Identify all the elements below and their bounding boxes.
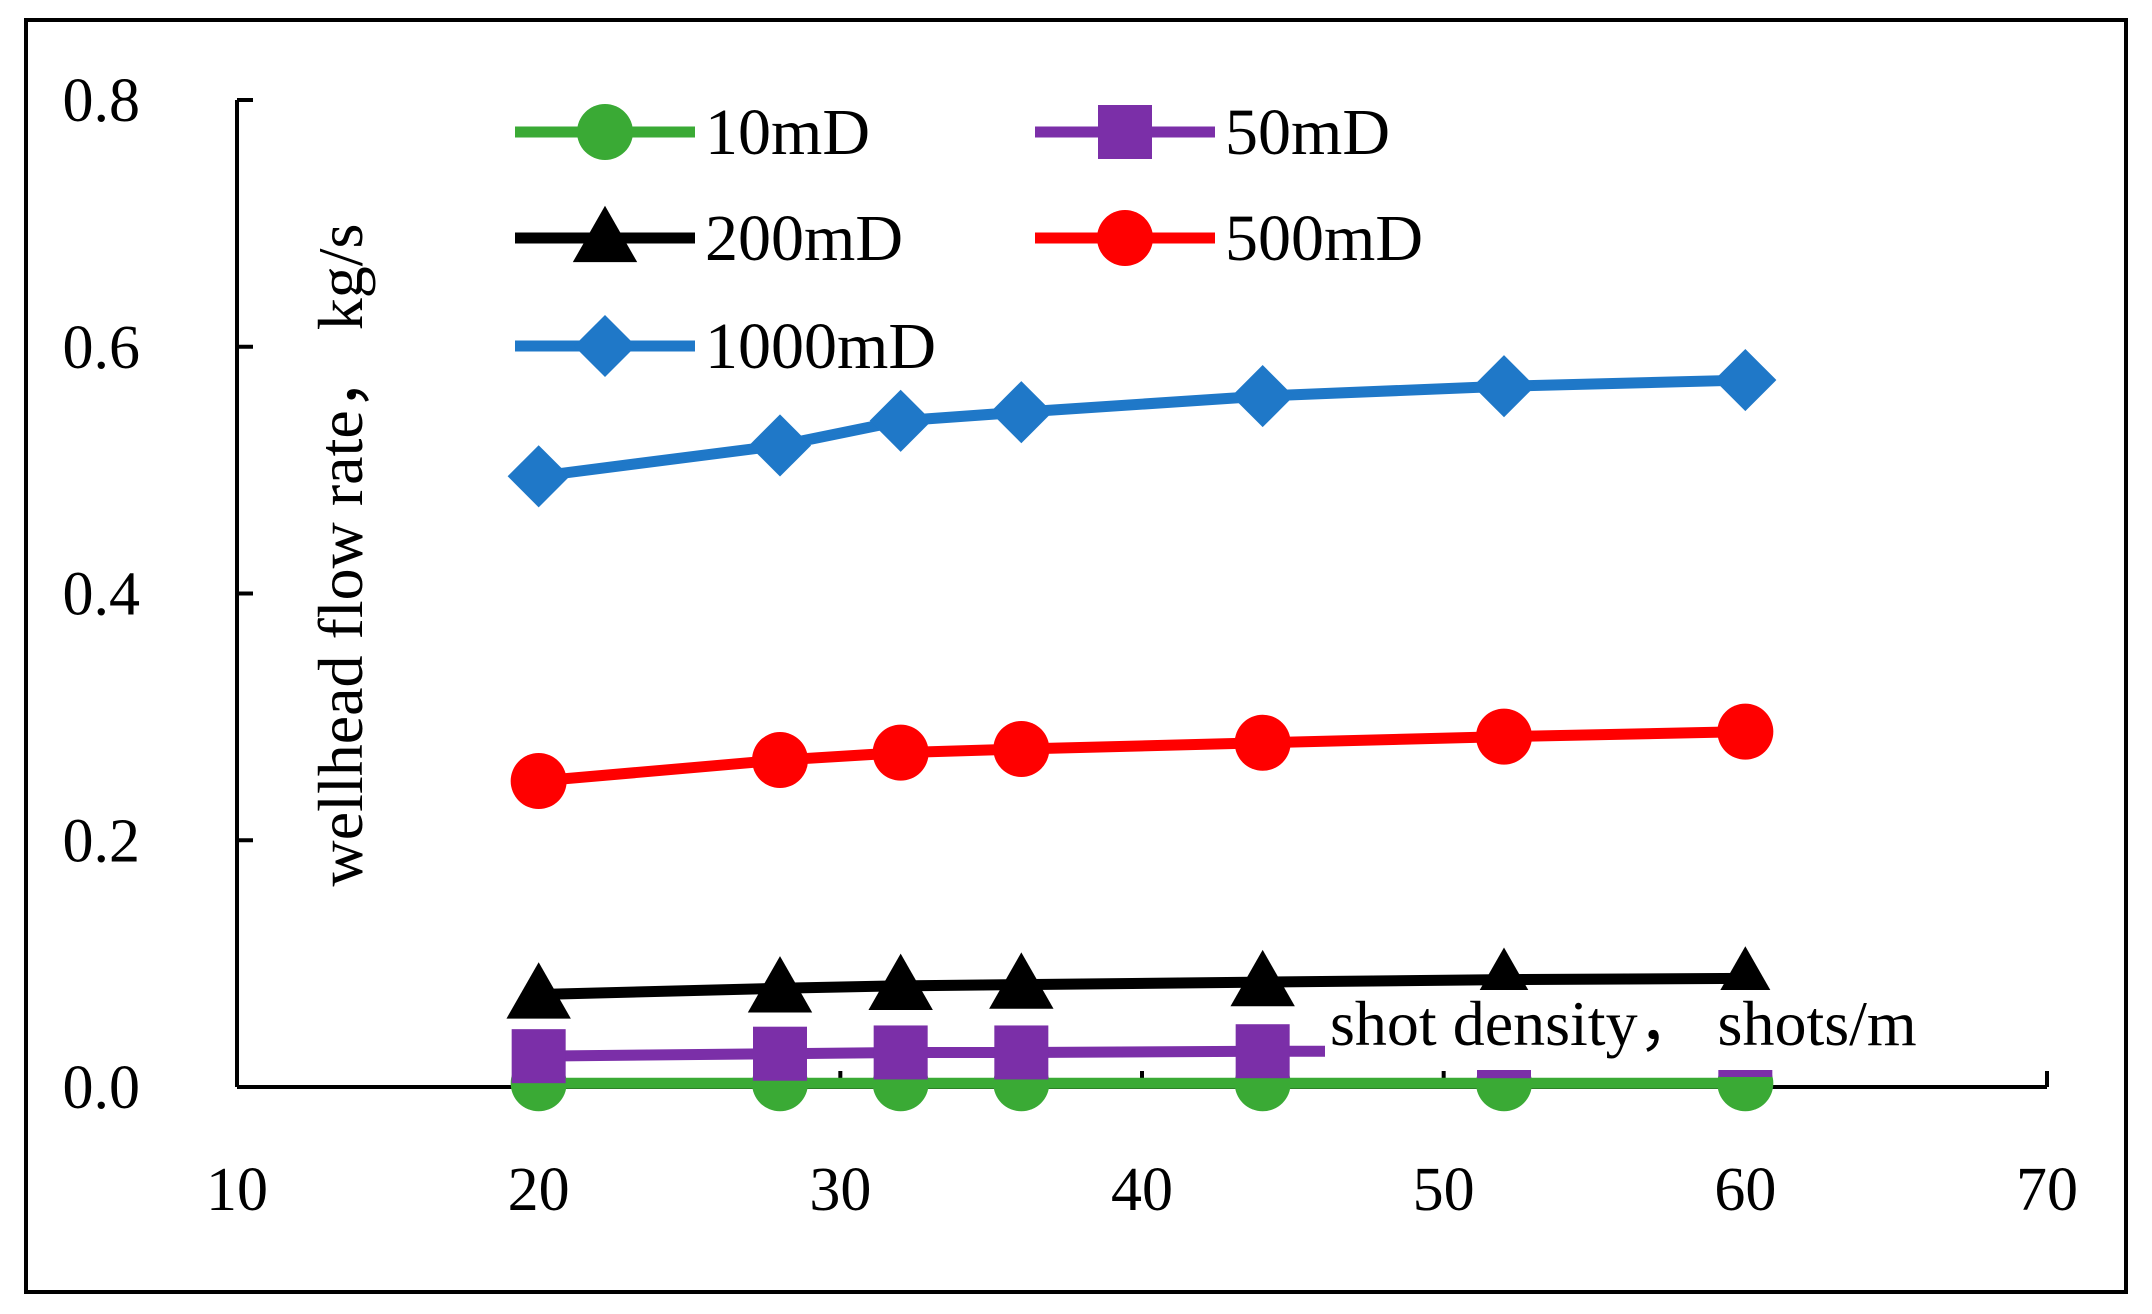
data-point: [506, 962, 571, 1019]
data-point: [1230, 949, 1295, 1007]
data-point: [1713, 946, 1778, 1003]
x-tick-label: 30: [809, 1156, 871, 1224]
legend-label: 10mD: [705, 96, 870, 169]
y-axis-title: wellhead flow rate， kg/s: [305, 224, 376, 887]
legend-marker: [1097, 210, 1153, 266]
data-point: [1717, 703, 1774, 760]
data-point: [1235, 1024, 1290, 1079]
legend-label: 200mD: [705, 202, 903, 275]
series-500mD: [510, 703, 1774, 810]
data-point: [994, 1025, 1049, 1080]
legend-marker: [572, 205, 638, 263]
data-point: [510, 753, 567, 810]
data-point: [869, 389, 932, 452]
y-tick-label: 0.0: [63, 1054, 141, 1122]
legend-item-500mD: 500mD: [1035, 202, 1423, 275]
data-point: [747, 956, 813, 1013]
x-tick-label: 60: [1714, 1156, 1776, 1224]
data-point: [511, 1029, 566, 1084]
data-point: [1231, 365, 1294, 428]
data-point: [868, 953, 933, 1010]
data-point: [993, 720, 1050, 777]
y-tick-label: 0.4: [63, 561, 141, 629]
legend-item-1000mD: 1000mD: [515, 310, 936, 383]
series-line: [538, 726, 1746, 787]
y-tick-label: 0.6: [63, 314, 141, 382]
data-point: [1714, 349, 1777, 412]
series-1000mD: [507, 349, 1777, 508]
y-tick-label: 0.8: [63, 67, 141, 135]
data-point: [753, 1026, 807, 1081]
x-tick-label: 70: [2016, 1156, 2078, 1224]
x-axis-title: shot density， shots/m: [1330, 988, 1917, 1059]
data-point: [1234, 714, 1291, 771]
chart-frame: [24, 18, 2128, 1294]
x-axis-title-background: [1325, 990, 2100, 1070]
legend-item-200mD: 200mD: [515, 202, 903, 275]
y-tick-label: 0.2: [63, 807, 141, 875]
data-point: [752, 732, 808, 789]
data-point: [989, 952, 1054, 1009]
data-point: [1476, 708, 1532, 765]
legend-marker: [577, 104, 633, 160]
x-tick-label: 20: [508, 1156, 570, 1224]
data-point: [872, 724, 929, 781]
x-tick-label: 50: [1413, 1156, 1475, 1224]
legend-marker: [573, 314, 637, 378]
data-point: [507, 445, 570, 508]
series-line: [537, 374, 1746, 482]
legend-item-50mD: 50mD: [1035, 96, 1390, 169]
legend-marker: [1098, 105, 1152, 159]
x-tick-label: 40: [1111, 1156, 1173, 1224]
data-point: [1472, 355, 1536, 418]
data-point: [873, 1025, 928, 1080]
x-tick-label: 10: [206, 1156, 268, 1224]
data-point: [748, 414, 812, 477]
data-point: [990, 381, 1053, 444]
legend-label: 50mD: [1225, 96, 1390, 169]
data-point: [1471, 947, 1537, 1004]
legend-item-10mD: 10mD: [515, 96, 870, 169]
legend-label: 1000mD: [705, 310, 936, 383]
legend-label: 500mD: [1225, 202, 1423, 275]
series-200mD: [506, 946, 1778, 1019]
